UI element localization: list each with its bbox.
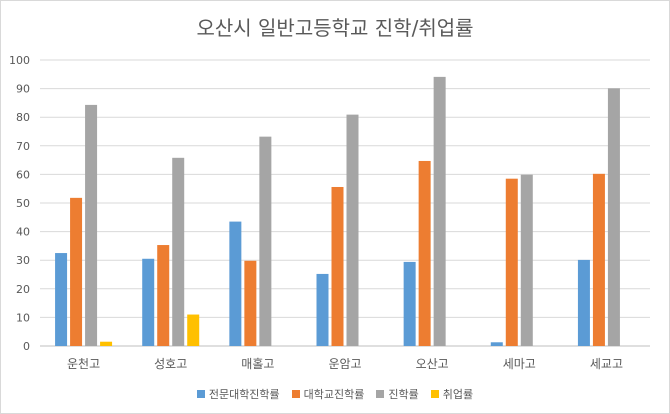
bar	[172, 157, 185, 346]
bar	[55, 253, 68, 346]
y-tick-label: 20	[16, 283, 30, 296]
bar	[346, 114, 359, 346]
bar	[85, 104, 98, 346]
y-tick-label: 70	[16, 140, 30, 153]
y-tick-label: 0	[23, 340, 30, 353]
bar	[433, 76, 446, 347]
bar	[229, 221, 242, 346]
x-tick-label: 운천고	[67, 356, 100, 371]
bar	[577, 259, 590, 346]
legend-item: 대학교진학률	[291, 386, 365, 402]
y-tick-label: 80	[16, 111, 30, 124]
y-tick-label: 50	[16, 197, 30, 210]
legend-swatch	[430, 390, 439, 398]
y-tick-label: 90	[16, 83, 30, 96]
y-tick-label: 10	[16, 311, 30, 324]
bar	[259, 136, 272, 346]
chart-legend: 전문대학진학률 대학교진학률 진학률 취업률	[0, 386, 670, 402]
x-tick-label: 세교고	[590, 357, 623, 371]
legend-label: 취업률	[442, 388, 474, 401]
bar	[505, 178, 518, 346]
legend-label: 진학률	[388, 388, 419, 401]
y-tick-label: 60	[16, 168, 30, 181]
bar	[607, 88, 620, 347]
chart-title: 오산시 일반고등학교 진학/취업률	[196, 16, 474, 40]
bar	[403, 261, 416, 346]
legend-swatch	[376, 390, 385, 398]
y-tick-label: 100	[9, 54, 30, 67]
bar	[187, 314, 200, 346]
legend-swatch	[291, 390, 300, 398]
bar	[316, 273, 329, 346]
legend-item: 진학률	[376, 386, 419, 402]
y-tick-label: 40	[16, 226, 30, 239]
x-tick-label: 성호고	[154, 357, 187, 371]
bar	[592, 173, 605, 346]
x-tick-label: 운암고	[328, 357, 361, 371]
bar	[100, 341, 113, 346]
bar	[157, 245, 170, 346]
x-tick-label: 매홀고	[241, 357, 274, 371]
legend-item: 취업률	[430, 386, 474, 402]
y-tick-label: 30	[16, 254, 30, 267]
bar	[70, 197, 83, 346]
x-tick-label: 오산고	[416, 357, 449, 371]
bar	[520, 174, 533, 346]
x-tick-label: 세마고	[503, 357, 536, 371]
legend-label: 전문대학진학률	[208, 388, 280, 401]
legend-swatch	[196, 390, 205, 398]
bar	[418, 160, 431, 346]
legend-label: 대학교진학률	[303, 388, 365, 401]
bar	[490, 342, 503, 346]
bar	[244, 260, 257, 346]
bar	[142, 258, 155, 346]
legend-item: 전문대학진학률	[196, 386, 280, 402]
bar	[331, 186, 344, 346]
